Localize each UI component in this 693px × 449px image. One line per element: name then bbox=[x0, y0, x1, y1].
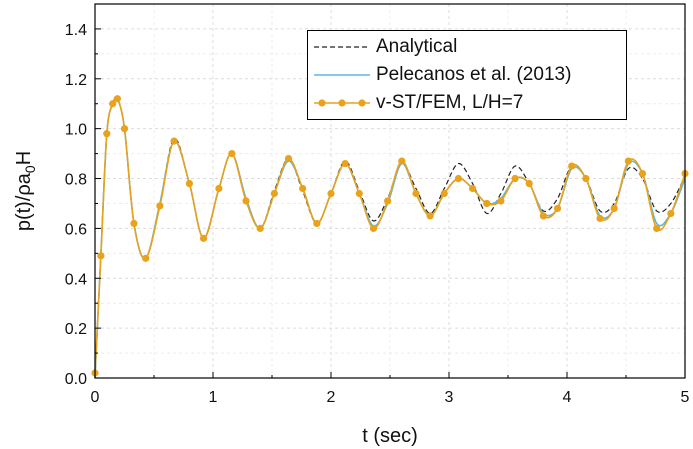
vst-fem-data-point bbox=[97, 252, 105, 260]
legend-swatch-orange bbox=[314, 99, 370, 107]
vst-fem-data-point bbox=[582, 174, 590, 183]
vst-fem-data-point bbox=[483, 199, 491, 208]
y-axis-label: p(t)/ρa0H bbox=[13, 151, 38, 231]
vst-fem-data-point bbox=[525, 179, 533, 188]
vst-fem-data-point bbox=[130, 219, 138, 228]
vst-fem-data-point bbox=[638, 169, 647, 178]
x-tick-label: 0 bbox=[91, 389, 100, 406]
vst-fem-data-point bbox=[553, 204, 562, 213]
vst-fem-data-point bbox=[327, 189, 335, 198]
x-tick-label: 4 bbox=[563, 389, 572, 406]
legend: Analytical Pelecanos et al. (2013) v-ST/… bbox=[307, 30, 627, 120]
y-tick-label: 1.4 bbox=[65, 22, 87, 39]
vst-fem-data-point bbox=[355, 189, 363, 198]
vst-fem-data-point bbox=[497, 197, 505, 205]
vst-fem-data-point bbox=[653, 224, 661, 232]
y-tick-label: 0.0 bbox=[65, 371, 87, 388]
vst-fem-data-point bbox=[120, 125, 129, 133]
axis-ticks: 0 1 2 3 4 5 0.0 0.2 0.4 0.6 0.8 1.0 1.2 1.4 bbox=[65, 3, 690, 406]
legend-item-pelecanos: Pelecanos et al. (2013) bbox=[308, 63, 626, 87]
x-tick-label: 1 bbox=[209, 389, 218, 406]
vst-fem-data-point bbox=[596, 214, 604, 223]
y-tick-label: 0.8 bbox=[65, 172, 87, 189]
x-tick-label: 5 bbox=[681, 389, 690, 406]
vst-fem-data-point bbox=[313, 219, 321, 228]
legend-label: Analytical bbox=[376, 36, 458, 57]
vst-fem-data-point bbox=[270, 189, 278, 198]
vst-fem-data-point bbox=[284, 154, 293, 163]
vst-fem-data-point bbox=[469, 184, 477, 193]
vst-fem-data-point bbox=[142, 254, 150, 262]
vst-fem-data-point bbox=[667, 209, 675, 218]
vst-fem-data-point bbox=[103, 130, 111, 138]
vst-fem-data-point bbox=[215, 184, 223, 193]
x-tick-label: 3 bbox=[445, 389, 454, 406]
vst-fem-data-point bbox=[299, 184, 307, 193]
plot-area bbox=[91, 95, 689, 379]
vst-fem-data-point bbox=[341, 159, 349, 168]
vst-fem-data-point bbox=[185, 179, 193, 188]
vst-fem-data-point bbox=[109, 100, 117, 108]
legend-label: v-ST/FEM, L/H=7 bbox=[376, 92, 524, 113]
vst-fem-data-point bbox=[242, 197, 250, 205]
vst-fem-data-point bbox=[454, 174, 463, 183]
vst-fem-data-point bbox=[369, 224, 378, 232]
x-tick-label: 2 bbox=[327, 389, 336, 406]
legend-swatch-dashed bbox=[314, 46, 370, 48]
vst-fem-data-point bbox=[624, 157, 632, 165]
vst-fem-data-point bbox=[539, 212, 548, 220]
vst-fem-data-point bbox=[199, 234, 208, 242]
legend-item-vst-fem: v-ST/FEM, L/H=7 bbox=[308, 91, 626, 115]
y-tick-label: 1.2 bbox=[65, 72, 87, 89]
y-tick-label: 0.6 bbox=[65, 221, 87, 238]
vst-fem-data-point bbox=[384, 197, 392, 205]
y-tick-label: 1.0 bbox=[65, 122, 87, 139]
legend-item-analytical: Analytical bbox=[308, 35, 626, 59]
x-axis-label: t (sec) bbox=[362, 425, 418, 447]
legend-swatch-blue bbox=[314, 74, 370, 76]
vst-fem-data-point bbox=[610, 204, 618, 213]
vst-fem-data-point bbox=[170, 137, 178, 145]
vst-fem-data-point bbox=[228, 150, 236, 158]
y-tick-label: 0.4 bbox=[65, 271, 87, 288]
vst-fem-data-point bbox=[256, 224, 264, 232]
vst-fem-data-point bbox=[568, 162, 576, 170]
vst-fem-data-point bbox=[113, 95, 122, 103]
y-tick-label: 0.2 bbox=[65, 321, 87, 338]
legend-label: Pelecanos et al. (2013) bbox=[376, 64, 572, 85]
vst-fem-data-point bbox=[440, 189, 448, 198]
vst-fem-data-point bbox=[398, 157, 406, 165]
vst-fem-data-point bbox=[412, 189, 420, 198]
vst-fem-data-point bbox=[156, 202, 164, 210]
vst-fem-data-point bbox=[426, 212, 434, 220]
vst-fem-data-point bbox=[511, 174, 519, 183]
